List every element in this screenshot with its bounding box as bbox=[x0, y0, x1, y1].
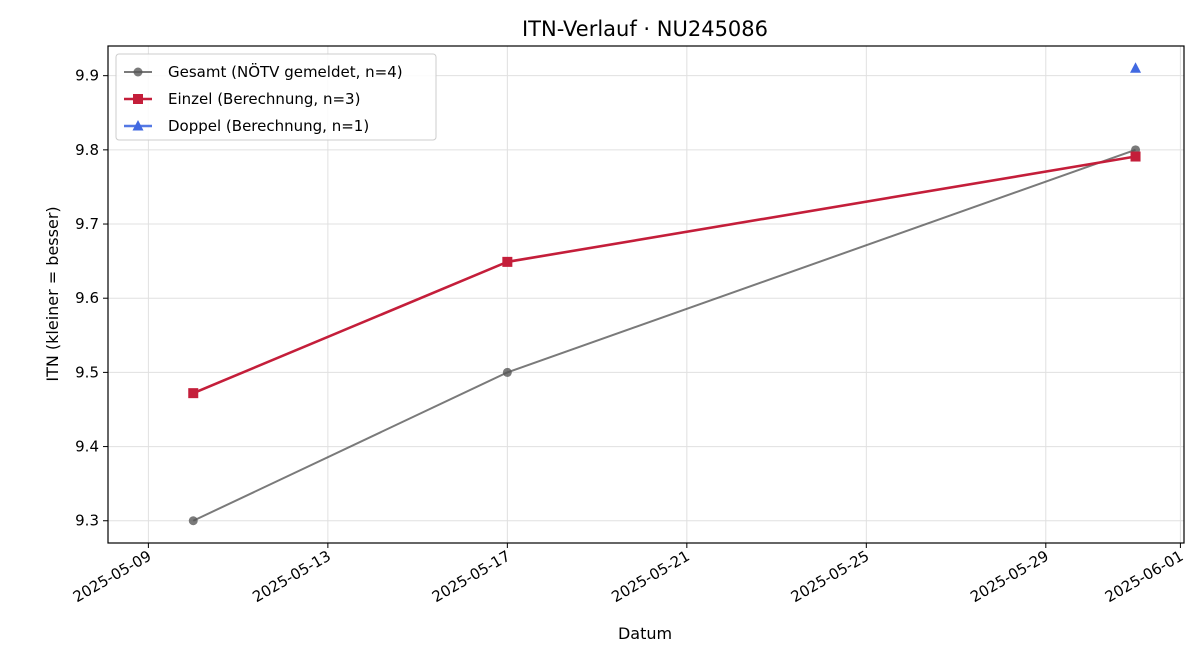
legend-label: Gesamt (NÖTV gemeldet, n=4) bbox=[168, 62, 403, 81]
x-tick-label: 2025-05-09 bbox=[70, 547, 155, 606]
series-line bbox=[192, 155, 1136, 395]
data-point bbox=[502, 367, 512, 377]
x-tick-label: 2025-05-29 bbox=[967, 547, 1052, 606]
y-axis-label: ITN (kleiner = besser) bbox=[43, 206, 62, 381]
legend-entry: Doppel (Berechnung, n=1) bbox=[124, 117, 369, 135]
y-tick-label: 9.9 bbox=[75, 67, 99, 85]
legend-marker bbox=[132, 120, 144, 131]
series-2 bbox=[188, 151, 1141, 399]
data-point bbox=[1130, 151, 1141, 162]
x-tick-label: 2025-05-21 bbox=[608, 547, 693, 606]
x-tick-label: 2025-05-25 bbox=[788, 547, 873, 606]
chart-title: ITN-Verlauf · NU245086 bbox=[522, 17, 768, 41]
y-tick-label: 9.5 bbox=[75, 363, 99, 381]
x-tick-label: 2025-05-13 bbox=[249, 547, 334, 606]
legend-marker bbox=[133, 94, 143, 104]
legend-entry: Gesamt (NÖTV gemeldet, n=4) bbox=[124, 62, 403, 81]
plot-frame bbox=[107, 45, 1185, 544]
ticks: 2025-05-09 2025-05-13 2025-05-17 2025-05-21… bbox=[70, 67, 1187, 606]
series-3 bbox=[1130, 62, 1142, 73]
grid bbox=[108, 46, 1184, 543]
legend: Gesamt (NÖTV gemeldet, n=4) Einzel (Berec… bbox=[115, 53, 437, 141]
legend-box bbox=[115, 53, 437, 141]
legend-label: Einzel (Berechnung, n=3) bbox=[168, 90, 360, 108]
x-axis-label: Datum bbox=[618, 624, 672, 643]
data-point bbox=[188, 516, 198, 526]
y-tick-label: 9.7 bbox=[75, 215, 99, 233]
legend-entry: Einzel (Berechnung, n=3) bbox=[124, 90, 360, 108]
y-tick-label: 9.8 bbox=[75, 141, 99, 159]
y-tick-label: 9.4 bbox=[75, 438, 99, 456]
legend-marker bbox=[133, 67, 143, 77]
legend-label: Doppel (Berechnung, n=1) bbox=[168, 117, 369, 135]
data-point bbox=[188, 388, 199, 399]
series-layer bbox=[188, 62, 1142, 526]
data-point bbox=[502, 256, 513, 267]
data-point bbox=[1130, 62, 1142, 73]
y-tick-label: 9.3 bbox=[75, 512, 99, 530]
x-tick-label: 2025-05-17 bbox=[429, 547, 514, 606]
x-tick-label: 2025-06-01 bbox=[1102, 547, 1187, 606]
series-1 bbox=[188, 145, 1141, 526]
y-tick-label: 9.6 bbox=[75, 289, 99, 307]
